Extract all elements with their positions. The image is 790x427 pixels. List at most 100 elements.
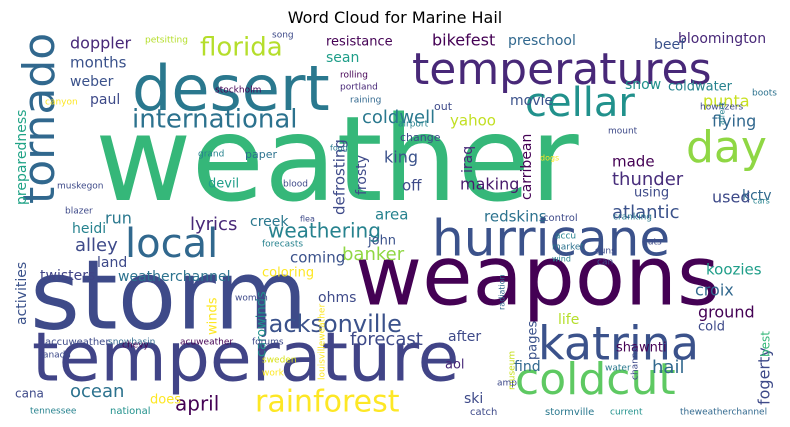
- word-redskins: redskins: [484, 208, 547, 226]
- word-rolling: rolling: [340, 71, 368, 81]
- word-doppler: doppler: [70, 34, 132, 53]
- word-forecast: forecast: [350, 329, 423, 350]
- word-banker: banker: [342, 244, 405, 265]
- word-making: making: [460, 175, 519, 194]
- word-market: market: [552, 243, 584, 253]
- word-tennessee: tennessee: [30, 407, 77, 417]
- word-activities: activities: [14, 262, 30, 325]
- word-alley: alley: [75, 235, 118, 256]
- word-accu: accu: [555, 232, 576, 242]
- word-cats: cats: [643, 238, 662, 248]
- word-using: using: [634, 186, 669, 201]
- word-raining: raining: [350, 96, 381, 106]
- word-katrina: katrina: [538, 317, 699, 371]
- word-paul: paul: [90, 92, 120, 108]
- word-rainforest: rainforest: [255, 385, 400, 420]
- word-portland: portland: [340, 83, 378, 93]
- word-king: king: [384, 148, 418, 167]
- word-affect: affect: [718, 102, 727, 125]
- word-current: current: [610, 408, 643, 418]
- chart-title: Word Cloud for Marine Hail: [288, 8, 503, 27]
- word-louisvilleweather: louisvilleweather: [318, 304, 328, 380]
- word-after: after: [448, 329, 481, 345]
- word-temperatures: temperatures: [412, 44, 712, 95]
- word-sweden: sweden: [262, 356, 297, 366]
- word-airport: airport: [398, 120, 429, 130]
- word-mount: mount: [608, 127, 638, 137]
- word-muskegon: muskegon: [57, 182, 104, 192]
- word-hail: hail: [652, 357, 684, 378]
- word-suns: suns: [595, 247, 616, 257]
- word-weatherchannel: weatherchannel: [118, 269, 230, 285]
- word-ocean: ocean: [70, 381, 124, 402]
- word-winds: winds: [206, 297, 221, 335]
- word-catch: catch: [470, 407, 497, 418]
- word-boots: boots: [752, 89, 777, 99]
- word-coloring: coloring: [262, 266, 314, 281]
- word-best: best: [759, 331, 773, 357]
- word-forecasts: forecasts: [262, 240, 303, 250]
- word-resistance: resistance: [326, 35, 393, 50]
- word-water: water: [605, 364, 631, 374]
- word-canyon: canyon: [45, 98, 78, 108]
- word-preschool: preschool: [508, 33, 576, 49]
- word-dogs: dogs: [540, 154, 559, 163]
- word-weather: weather: [95, 90, 579, 228]
- word-weapons: weapons: [355, 229, 720, 324]
- word-paper: paper: [245, 148, 277, 161]
- word-flea: flea: [300, 215, 315, 224]
- word-cold: cold: [698, 320, 725, 335]
- word-radiation: radiation: [498, 274, 507, 310]
- word-work: work: [262, 369, 285, 379]
- word-women: women: [235, 294, 268, 304]
- word-snow: snow: [625, 77, 661, 93]
- word-florida: florida: [200, 33, 283, 63]
- word-weathering: weathering: [268, 219, 381, 243]
- word-fogg: fogg: [330, 144, 348, 153]
- word-coldcut: coldcut: [515, 354, 676, 405]
- word-coldwater: coldwater: [668, 80, 733, 95]
- word-channel: channel: [631, 344, 641, 380]
- word-punta: punta: [703, 92, 750, 111]
- word-howitzers: howitzers: [700, 103, 744, 113]
- word-thunder: thunder: [612, 169, 684, 190]
- word-yahoo: yahoo: [450, 112, 496, 130]
- word-tornado: tornado: [14, 33, 65, 204]
- word-off: off: [402, 177, 422, 195]
- word-land: land: [97, 255, 127, 271]
- word-amp: amp: [497, 379, 517, 389]
- word-cars: cars: [753, 197, 770, 206]
- word-song: song: [272, 31, 294, 41]
- word-months: months: [70, 54, 127, 72]
- word-jacksonville: jacksonville: [261, 310, 402, 338]
- word-ground: ground: [698, 303, 755, 322]
- word-lyrics: lyrics: [190, 214, 237, 235]
- word-made: made: [612, 153, 655, 171]
- word-frosty: frosty: [354, 155, 370, 195]
- word-carribean: carribean: [519, 134, 535, 200]
- word-stormville: stormville: [545, 407, 594, 418]
- word-accuweather: accuweather: [45, 337, 110, 348]
- word-theweatherchannel: theweatherchannel: [680, 408, 767, 418]
- word-movie: movie: [510, 93, 553, 109]
- word-find: find: [514, 359, 541, 375]
- word-canada: canada: [38, 351, 71, 361]
- word-snowbasin: snowbasin: [108, 338, 155, 348]
- word-does: does: [150, 393, 181, 408]
- word-koozies: koozies: [706, 261, 762, 279]
- word-area: area: [375, 206, 408, 224]
- word-cana: cana: [15, 387, 44, 401]
- word-iraq: iraq: [460, 146, 476, 173]
- word-croix: croix: [695, 281, 734, 300]
- word-fogerty: fogerty: [755, 347, 774, 405]
- word-bloomington: bloomington: [678, 31, 766, 47]
- word-change: change: [400, 131, 441, 144]
- word-ski: ski: [464, 391, 483, 407]
- word-john: john: [367, 234, 396, 249]
- word-cellar: cellar: [525, 80, 635, 126]
- word-bikefest: bikefest: [432, 31, 495, 50]
- word-preparedness: preparedness: [14, 110, 30, 205]
- word-weber: weber: [70, 74, 114, 90]
- word-grand: grand: [198, 150, 224, 160]
